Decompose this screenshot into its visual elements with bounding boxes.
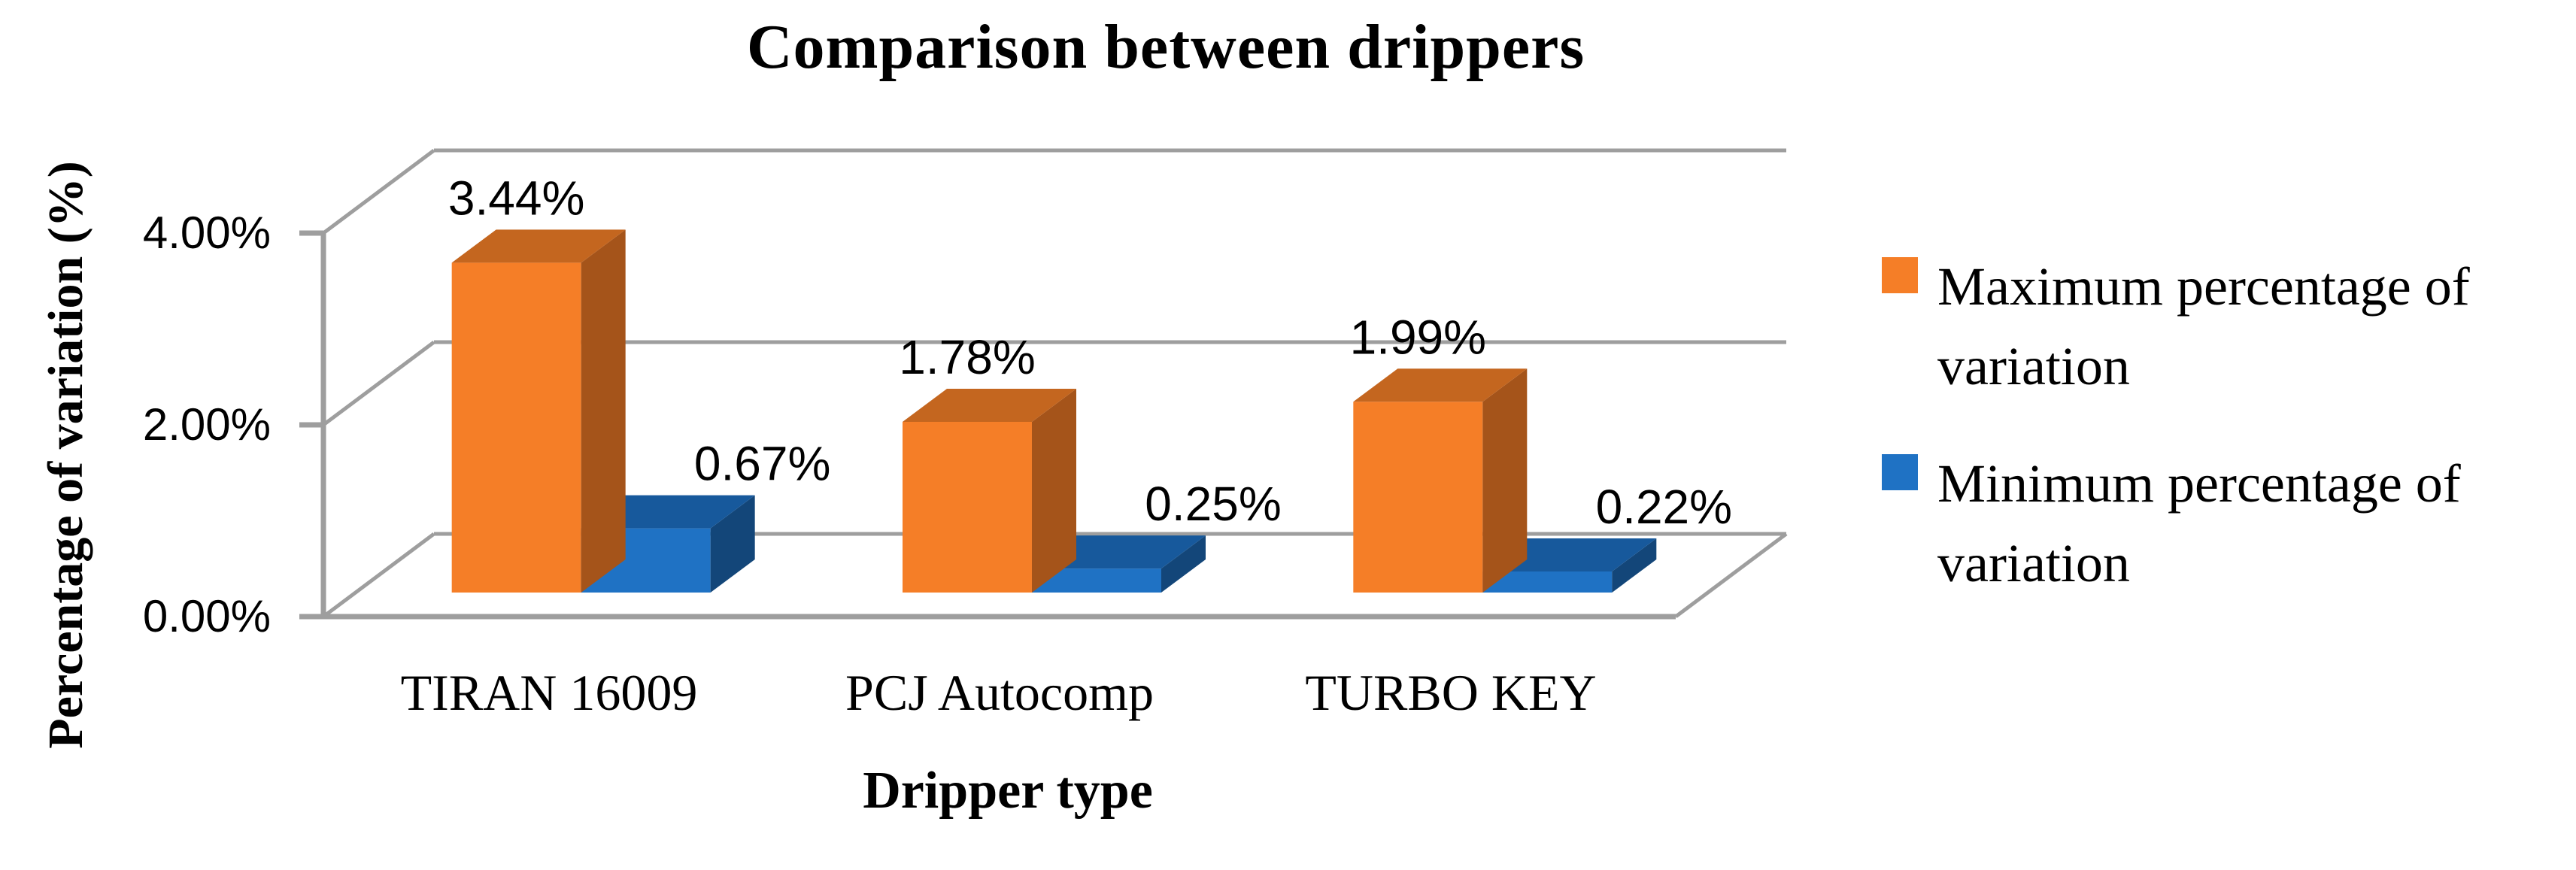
legend-item-minimum: Minimum percentage of variation	[1882, 444, 2574, 603]
y-tick-label-4pct: 4.00%	[142, 208, 271, 258]
x-category-label-turbo-key: TURBO KEY	[1305, 664, 1597, 721]
legend: Maximum percentage of variation Minimum …	[1882, 247, 2574, 603]
bar-side-turbo-key-min	[1612, 538, 1657, 593]
y-tick-label-2pct: 2.00%	[142, 399, 271, 450]
bar-front-turbo-key-max	[1353, 402, 1483, 593]
legend-item-maximum: Maximum percentage of variation	[1882, 247, 2574, 406]
legend-label-minimum: Minimum percentage of variation	[1937, 453, 2461, 593]
floor-right-edge	[1674, 532, 1788, 619]
data-label-turbo-key-min: 0.22%	[1596, 480, 1732, 534]
bar-top-turbo-key-max	[1353, 368, 1528, 402]
data-label-tiran-16009-min: 0.67%	[694, 437, 830, 491]
gridline-wall-diagonal-2.00%	[322, 340, 435, 427]
y-tick-label-0pct: 0.00%	[142, 591, 271, 641]
x-axis-title: Dripper type	[863, 762, 1153, 820]
bar-front-pcj-autocomp-min	[1031, 568, 1161, 593]
bar-front-turbo-key-min	[1482, 571, 1613, 593]
chart-title: Comparison between drippers	[746, 12, 1585, 82]
data-label-tiran-16009-max: 3.44%	[448, 171, 584, 225]
legend-label-maximum: Maximum percentage of variation	[1937, 256, 2470, 396]
data-label-pcj-autocomp-max: 1.78%	[899, 330, 1035, 384]
bar-side-tiran-16009-max	[581, 229, 626, 593]
bar-side-pcj-autocomp-min	[1161, 535, 1206, 593]
legend-swatch-minimum-icon	[1882, 454, 1918, 490]
x-category-label-tiran-16009: TIRAN 16009	[400, 664, 698, 721]
legend-swatch-maximum-icon	[1882, 257, 1918, 293]
gridline-wall-diagonal-4.00%	[322, 148, 435, 235]
gridline-wall-diagonal-0.00%	[322, 532, 435, 619]
bar-side-tiran-16009-min	[710, 495, 755, 593]
bar-side-pcj-autocomp-max	[1031, 389, 1076, 593]
bar-top-tiran-16009-max	[451, 229, 626, 263]
data-label-turbo-key-max: 1.99%	[1350, 310, 1486, 364]
bar-front-pcj-autocomp-max	[902, 422, 1032, 593]
bar-side-turbo-key-max	[1482, 368, 1528, 593]
x-category-label-pcj-autocomp: PCJ Autocomp	[845, 664, 1154, 721]
data-label-pcj-autocomp-min: 0.25%	[1145, 477, 1281, 531]
bar-top-pcj-autocomp-max	[902, 389, 1076, 423]
bar-front-tiran-16009-max	[451, 262, 581, 593]
